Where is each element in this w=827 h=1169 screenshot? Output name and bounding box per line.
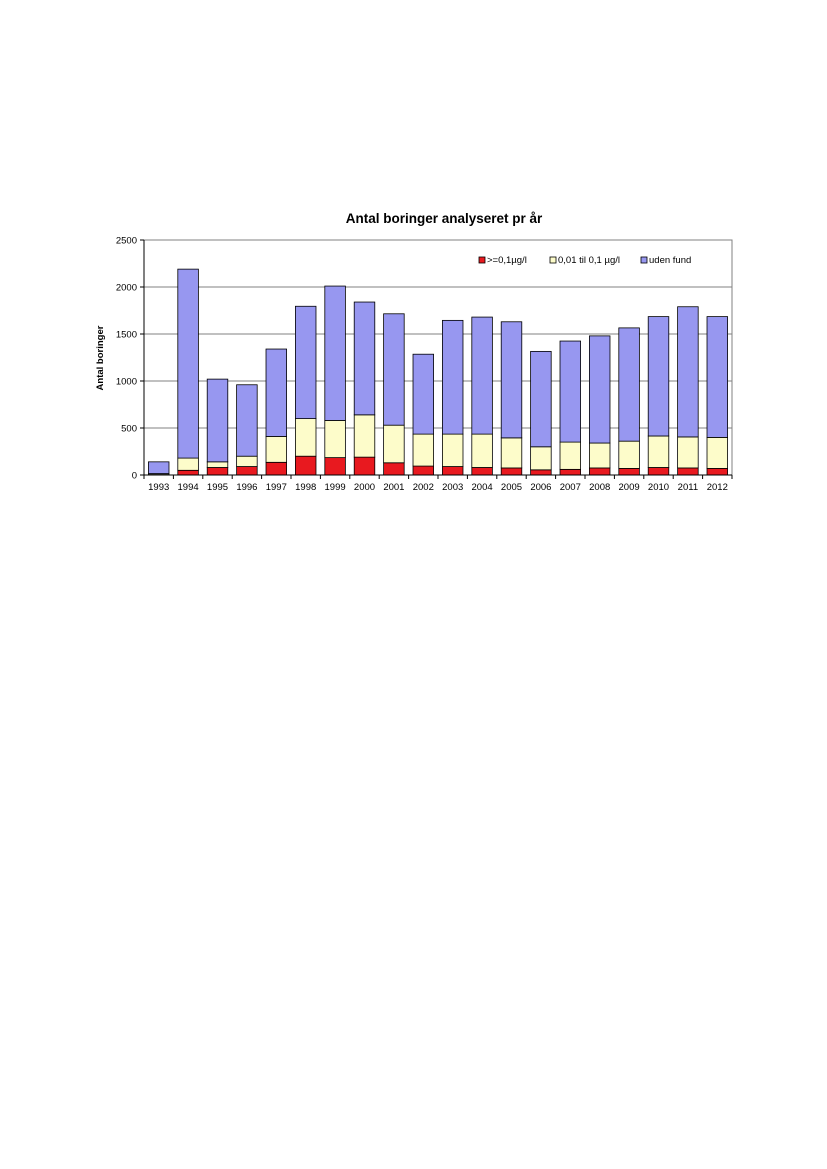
bar-segment-1996-s2: [236, 384, 258, 457]
x-axis-ticks: 1993 1994 1995 1996 1997 1998 1999 2000 2001 2002…: [143, 475, 733, 493]
bar-segment-1995-s1: [206, 461, 229, 468]
bar-segment-2007-s2: [559, 340, 581, 443]
bar-segment-2009-s2: [618, 327, 640, 442]
bar-segment-2008-s2: [589, 335, 611, 444]
x-tick-label: 2012: [707, 482, 728, 493]
y-tick-label: 1000: [116, 377, 137, 388]
legend: >=0,1µg/l 0,01 til 0,1 µg/l uden fund: [478, 255, 691, 266]
bar-segment-1994-s1: [177, 457, 199, 471]
legend-swatch: [640, 256, 648, 264]
x-tick-label: 1998: [295, 482, 316, 493]
x-tick-label: 1999: [325, 482, 346, 493]
bar-segment-2001-s1: [383, 424, 405, 464]
bar-segment-1999-s0: [324, 457, 346, 476]
x-tick-label: 2011: [678, 482, 698, 493]
bar-segment-1994-s0: [177, 469, 199, 476]
x-tick-label: 2007: [560, 482, 581, 493]
bar-segment-2011-s2: [677, 306, 699, 438]
bar-segment-1994-s2: [177, 268, 199, 459]
stacked-bar-chart: Antal boringer analyseret pr år 0 500 1000…: [95, 211, 733, 493]
legend-swatch: [478, 256, 486, 264]
x-tick-label: 2004: [472, 482, 493, 493]
bar-segment-2012-s2: [706, 316, 728, 438]
bar-segment-2002-s1: [412, 433, 434, 467]
bar-segment-2010-s2: [647, 316, 670, 437]
chart-title: Antal boringer analyseret pr år: [346, 211, 543, 226]
bar-segment-1997-s2: [265, 348, 287, 437]
bar-segment-1998-s1: [295, 418, 317, 457]
bar-segment-1999-s2: [324, 285, 346, 421]
bar-segment-2011-s1: [677, 436, 699, 469]
bar-segment-2006-s0: [530, 469, 552, 476]
bar-segment-2010-s1: [647, 435, 670, 468]
bar-segment-2007-s0: [559, 468, 581, 476]
bar-segment-2003-s1: [442, 433, 464, 467]
bars-group: [148, 268, 728, 476]
bar-segment-2004-s1: [471, 433, 493, 468]
bar-segment-1995-s0: [206, 467, 229, 476]
legend-label: uden fund: [649, 255, 691, 266]
bar-segment-2009-s0: [618, 468, 640, 476]
bar-segment-2005-s2: [500, 321, 523, 439]
x-tick-label: 2001: [383, 482, 404, 493]
x-tick-label: 2008: [589, 482, 610, 493]
x-tick-label: 1995: [207, 482, 228, 493]
bar-segment-2001-s2: [383, 313, 405, 426]
bar-segment-2005-s0: [500, 467, 523, 476]
bar-segment-2007-s1: [559, 441, 581, 470]
y-tick-label: 500: [121, 424, 137, 435]
bar-segment-2008-s0: [589, 467, 611, 476]
bar-segment-2010-s0: [647, 467, 670, 476]
x-tick-label: 2003: [442, 482, 463, 493]
x-tick-label: 1996: [236, 482, 257, 493]
bar-segment-2006-s1: [530, 446, 552, 471]
y-axis-label: Antal boringer: [95, 325, 106, 390]
legend-label: >=0,1µg/l: [487, 255, 527, 266]
bar-segment-1998-s0: [295, 455, 317, 476]
legend-label: 0,01 til 0,1 µg/l: [558, 255, 620, 266]
y-tick-label: 2000: [116, 283, 137, 294]
bar-segment-2003-s0: [442, 466, 464, 476]
bar-segment-2000-s1: [353, 414, 376, 458]
y-tick-label: 1500: [116, 330, 137, 341]
bar-segment-1997-s0: [265, 461, 287, 476]
legend-swatch: [549, 256, 557, 264]
x-tick-label: 1994: [178, 482, 199, 493]
bar-segment-1996-s0: [236, 466, 258, 476]
bar-segment-1996-s1: [236, 455, 258, 467]
bar-segment-2008-s1: [589, 442, 611, 469]
bar-segment-2005-s1: [500, 437, 523, 469]
bar-segment-1997-s1: [265, 436, 287, 463]
bar-segment-1998-s2: [295, 305, 317, 419]
x-tick-label: 2005: [501, 482, 522, 493]
bar-segment-2006-s2: [530, 350, 552, 448]
bar-segment-1993-s2: [148, 461, 170, 474]
x-tick-label: 2000: [354, 482, 375, 493]
bar-segment-1999-s1: [324, 420, 346, 459]
bar-segment-2002-s0: [412, 465, 434, 476]
bar-segment-2009-s1: [618, 440, 640, 469]
y-tick-label: 2500: [116, 236, 137, 247]
bar-segment-2004-s0: [471, 467, 493, 476]
bar-segment-2000-s0: [353, 456, 376, 476]
x-tick-label: 1993: [148, 482, 169, 493]
bar-segment-1995-s2: [206, 378, 229, 463]
x-tick-label: 1997: [266, 482, 287, 493]
bar-segment-2004-s2: [471, 316, 493, 435]
x-tick-label: 2002: [413, 482, 434, 493]
y-tick-label: 0: [132, 471, 137, 482]
bar-segment-2003-s2: [442, 319, 464, 435]
y-axis-ticks: 0 500 1000 1500 2000 2500: [116, 236, 144, 482]
x-tick-label: 2010: [648, 482, 669, 493]
chart-container: Antal boringer analyseret pr år 0 500 1000…: [92, 205, 744, 507]
bar-segment-2012-s1: [706, 436, 728, 469]
x-tick-label: 2009: [619, 482, 640, 493]
bar-segment-2001-s0: [383, 462, 405, 476]
bar-segment-2002-s2: [412, 353, 434, 435]
plot-area: [143, 239, 733, 476]
bar-segment-2011-s0: [677, 467, 699, 476]
bar-segment-2000-s2: [353, 301, 376, 416]
bar-segment-2012-s0: [706, 468, 728, 476]
x-tick-label: 2006: [530, 482, 551, 493]
